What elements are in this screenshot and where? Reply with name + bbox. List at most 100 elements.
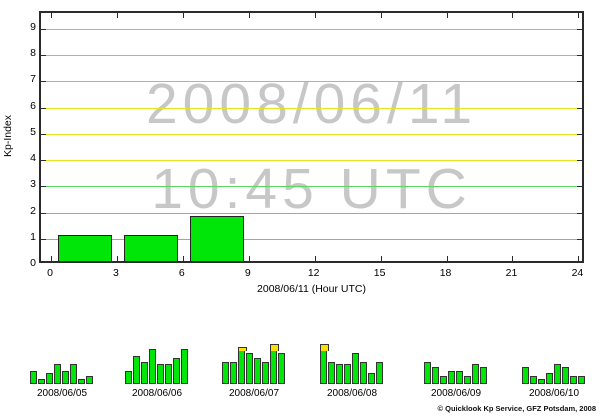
mini-kp-bar (472, 364, 479, 384)
mini-kp-bar (376, 362, 383, 384)
axis-tick (314, 256, 316, 261)
axis-tick (116, 13, 118, 18)
axis-tick (577, 81, 582, 83)
axis-tick (512, 13, 514, 18)
mini-kp-bar (86, 376, 93, 384)
mini-kp-bar (278, 353, 285, 384)
mini-day-label: 2008/06/06 (131, 388, 183, 399)
gridline-kp-7 (41, 81, 582, 83)
axis-tick (50, 13, 52, 18)
x-tick-label: 9 (244, 267, 251, 279)
mini-day-label: 2008/06/07 (228, 388, 280, 399)
gridline-kp-8 (41, 55, 582, 56)
mini-kp-bar (456, 371, 463, 384)
copyright-text: © Quicklook Kp Service, GFZ Potsdam, 200… (437, 404, 597, 413)
gridline-kp-1 (41, 238, 582, 240)
mini-day-chart (522, 341, 586, 384)
gridline-kp-3 (41, 186, 582, 188)
axis-tick (577, 55, 582, 56)
mini-day-chart (320, 341, 384, 384)
gridline-kp-4 (41, 160, 582, 161)
mini-kp-bar (424, 362, 431, 384)
axis-tick (116, 256, 118, 261)
mini-kp-bar (522, 367, 529, 384)
mini-kp-bar (181, 349, 188, 384)
mini-kp-bar (149, 349, 156, 384)
mini-kp-bar (352, 353, 359, 384)
axis-tick (248, 13, 250, 18)
y-tick-label: 7 (30, 73, 36, 86)
mini-kp-bar-yellow-cap (270, 344, 279, 351)
watermark-date: 2008/06/11 (145, 72, 478, 136)
axis-tick (182, 13, 184, 18)
axis-tick (446, 256, 448, 261)
axis-tick (41, 28, 46, 30)
x-tick-label: 3 (112, 267, 119, 279)
mini-kp-bar (320, 344, 329, 384)
y-tick-label: 2 (30, 204, 36, 217)
y-tick-label: 3 (30, 178, 36, 191)
axis-tick (577, 160, 582, 161)
gridline-kp-2 (41, 212, 582, 214)
gridline-kp-9 (41, 28, 582, 30)
axis-tick (41, 107, 46, 109)
mini-kp-bar (173, 358, 180, 384)
mini-day-chart (424, 341, 488, 384)
mini-kp-bar (54, 364, 61, 384)
axis-tick (41, 212, 46, 214)
x-tick-label: 12 (307, 267, 320, 279)
axis-tick (182, 256, 184, 261)
mini-kp-bar (448, 371, 455, 384)
axis-tick (577, 133, 582, 135)
x-tick-label: 6 (178, 267, 185, 279)
y-tick-label: 1 (30, 230, 36, 243)
mini-kp-bar (432, 367, 439, 384)
mini-kp-bar (165, 364, 172, 384)
mini-day-label: 2008/06/05 (36, 388, 88, 399)
axis-tick (41, 160, 46, 161)
mini-kp-bar (538, 379, 545, 384)
mini-kp-bar (336, 364, 343, 384)
mini-kp-bar (125, 371, 132, 384)
y-tick-label: 8 (30, 47, 36, 59)
mini-kp-bar (230, 362, 237, 384)
mini-kp-bar (157, 364, 164, 384)
mini-kp-bar (480, 367, 487, 384)
mini-kp-bar (562, 367, 569, 384)
axis-tick (248, 256, 250, 261)
x-tick-label: 24 (571, 267, 584, 279)
hour-axis-label: 2008/06/11 (Hour UTC) (257, 283, 366, 295)
axis-tick (41, 133, 46, 135)
mini-kp-bar (246, 353, 253, 384)
x-tick-label: 0 (47, 267, 53, 279)
kp-index-axis-label: Kp-Index (2, 114, 14, 158)
mini-kp-bar (328, 362, 335, 384)
axis-tick (314, 13, 316, 18)
axis-tick (41, 55, 46, 56)
axis-tick (577, 186, 582, 188)
mini-kp-bar (70, 364, 77, 384)
gridline-kp-5 (41, 133, 582, 135)
mini-kp-bar (254, 358, 261, 384)
mini-kp-bar (360, 362, 367, 384)
mini-day-chart (222, 341, 286, 384)
kp-bar (57, 234, 112, 261)
mini-kp-bar (464, 376, 471, 384)
mini-kp-bar (554, 364, 561, 384)
mini-day-label: 2008/06/09 (430, 388, 482, 399)
mini-kp-bar-yellow-cap (320, 344, 329, 351)
mini-kp-bar (141, 362, 148, 384)
kp-bar (123, 234, 178, 261)
mini-kp-bar-yellow-cap (238, 347, 247, 351)
mini-kp-bar (344, 364, 351, 384)
axis-tick (380, 13, 382, 18)
axis-tick (512, 256, 514, 261)
y-tick-label: 5 (30, 125, 36, 138)
mini-kp-bar (368, 373, 375, 384)
x-tick-label: 15 (373, 267, 386, 279)
mini-kp-bar (38, 379, 45, 384)
main-chart-area: 2008/06/11 10:45 UTC (39, 11, 584, 263)
x-tick-label: 21 (505, 267, 518, 279)
axis-tick (50, 256, 52, 261)
